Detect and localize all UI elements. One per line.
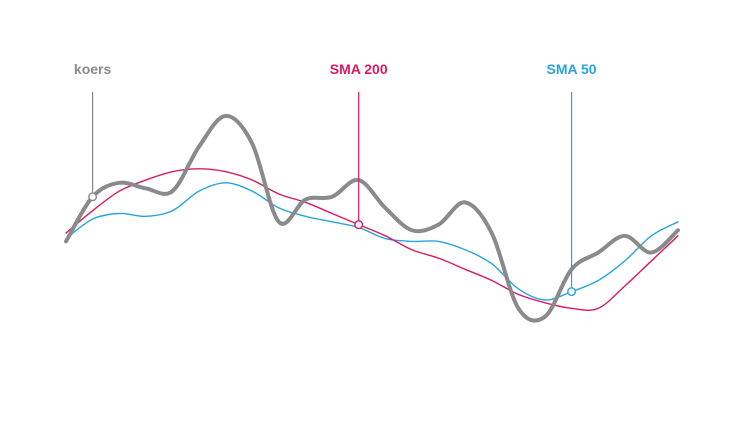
- series-line-sma-50: [65, 182, 679, 301]
- series-line-koers: [64, 113, 680, 323]
- series-line-sma-200: [65, 168, 679, 311]
- callout-label-sma-50: SMA 50: [547, 61, 597, 77]
- callout-label-koers: koers: [74, 61, 112, 77]
- callout-marker-koers: [88, 192, 98, 202]
- series-layer: [64, 113, 680, 323]
- callout-marker-sma-200: [354, 220, 364, 230]
- callout-label-sma-200: SMA 200: [330, 61, 388, 77]
- callout-marker-sma-50: [567, 287, 577, 297]
- annotation-layer: koers SMA 200 SMA 50: [74, 61, 597, 297]
